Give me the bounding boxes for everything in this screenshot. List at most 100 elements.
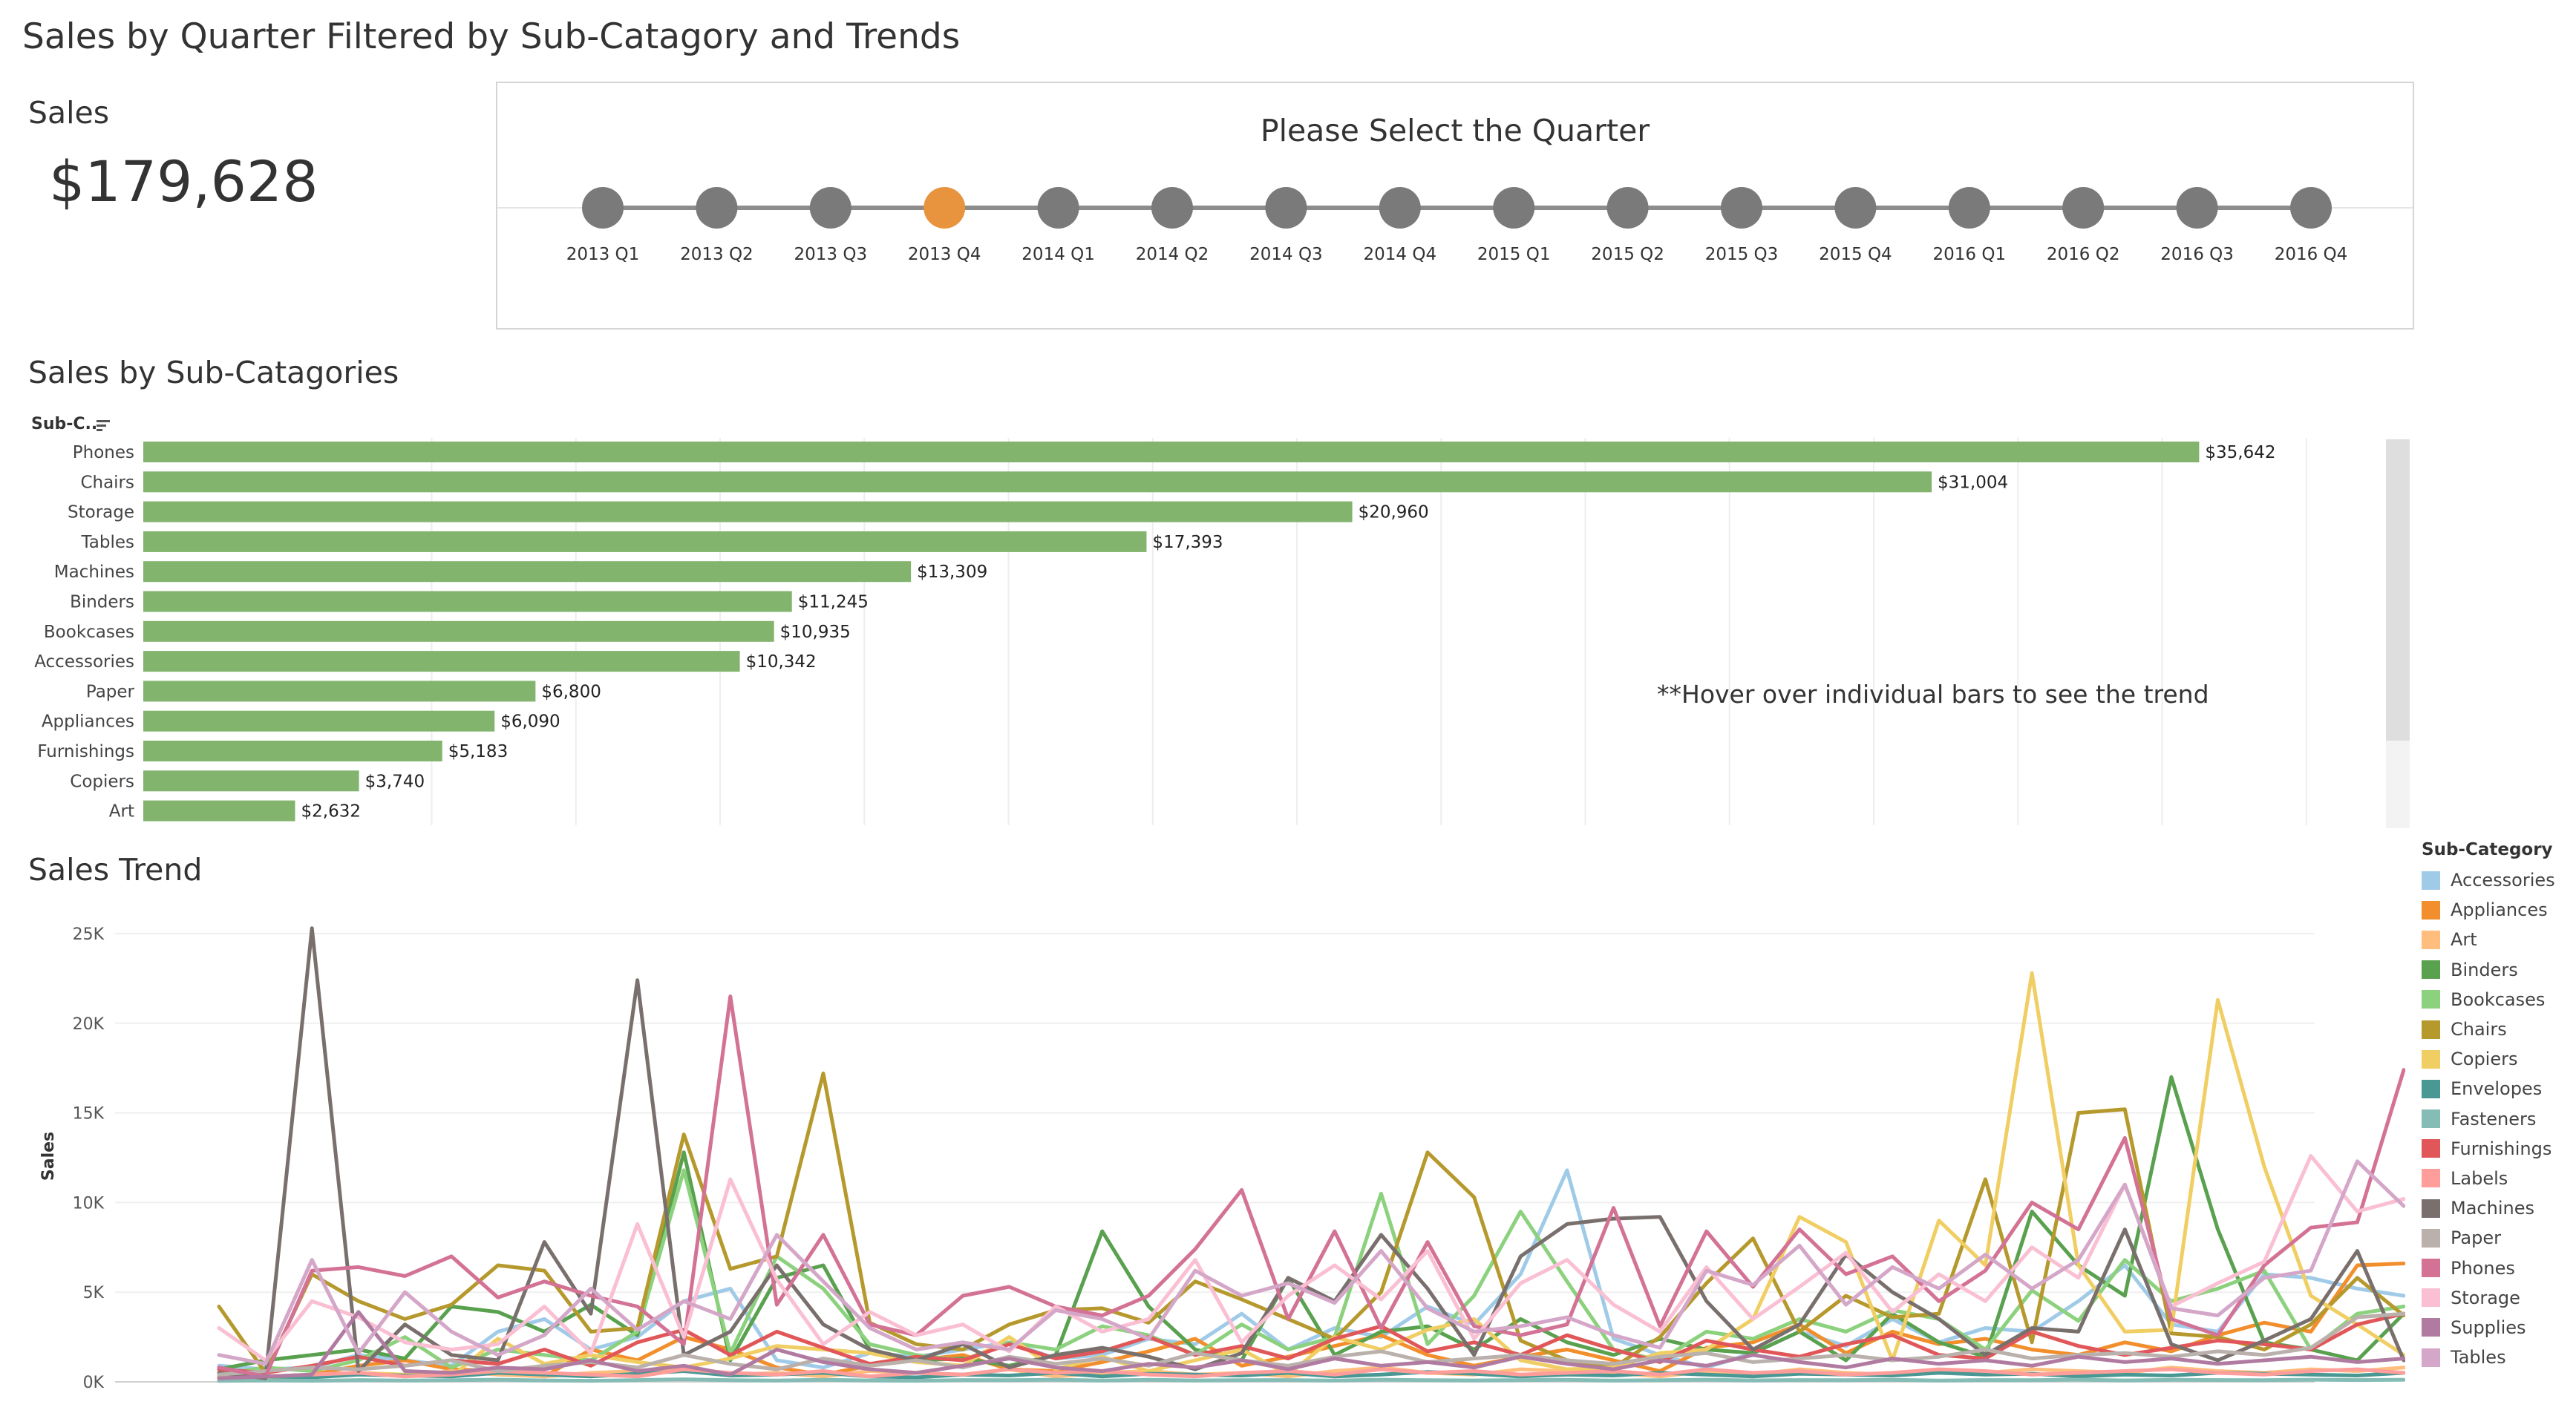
bar-art[interactable]	[143, 800, 295, 822]
legend-swatch	[2422, 871, 2440, 890]
legend-item-storage[interactable]: Storage	[2422, 1283, 2570, 1313]
quarter-label[interactable]: 2013 Q2	[680, 245, 753, 264]
quarter-label[interactable]: 2016 Q4	[2275, 245, 2348, 264]
legend-item-envelopes[interactable]: Envelopes	[2422, 1074, 2570, 1104]
sales-trend-line-chart: Sales 0K 5K 10K 15K 20K 25K	[39, 925, 2405, 1392]
quarter-dot[interactable]	[696, 187, 738, 229]
sort-icon[interactable]	[97, 420, 110, 431]
quarter-label[interactable]: 2015 Q3	[1705, 245, 1779, 264]
legend-label: Fasteners	[2451, 1108, 2537, 1130]
trend-line-accessories[interactable]	[217, 1168, 2405, 1371]
quarter-dot-selected[interactable]	[923, 187, 966, 229]
trend-line-copiers[interactable]	[217, 971, 2405, 1383]
legend-item-labels[interactable]: Labels	[2422, 1164, 2570, 1193]
quarter-label[interactable]: 2013 Q1	[566, 245, 640, 264]
quarter-slider[interactable]: 2013 Q1 2013 Q2 2013 Q3 2013 Q4 2014 Q1 2014 …	[497, 83, 2413, 328]
quarter-dot[interactable]	[2176, 187, 2218, 229]
quarter-label[interactable]: 2015 Q1	[1477, 245, 1551, 264]
legend-item-appliances[interactable]: Appliances	[2422, 895, 2570, 925]
legend-swatch	[2422, 1109, 2440, 1129]
bar-appliances[interactable]	[143, 710, 495, 732]
trend-line-chairs[interactable]	[217, 1071, 2405, 1375]
bar-chairs[interactable]	[143, 471, 1932, 493]
quarter-dot[interactable]	[582, 187, 624, 229]
quarter-dot[interactable]	[809, 187, 851, 229]
legend-item-chairs[interactable]: Chairs	[2422, 1014, 2570, 1044]
quarter-dot[interactable]	[1151, 187, 1193, 229]
legend-item-tables[interactable]: Tables	[2422, 1342, 2570, 1372]
quarter-dot[interactable]	[1606, 187, 1649, 229]
trend-line-storage[interactable]	[217, 1154, 2405, 1363]
quarter-label[interactable]: 2015 Q4	[1819, 245, 1892, 264]
quarter-label[interactable]: 2016 Q2	[2047, 245, 2120, 264]
legend-item-phones[interactable]: Phones	[2422, 1253, 2570, 1282]
bar-machines[interactable]	[143, 561, 912, 583]
legend-swatch	[2422, 930, 2440, 949]
quarter-label[interactable]: 2014 Q2	[1136, 245, 1209, 264]
quarter-dot[interactable]	[2290, 187, 2332, 229]
bar-scrollbar-thumb[interactable]	[2386, 439, 2410, 741]
quarter-dot[interactable]	[1721, 187, 1762, 229]
quarter-label[interactable]: 2013 Q4	[908, 245, 981, 264]
bar-storage[interactable]	[143, 501, 1353, 522]
legend-item-art[interactable]: Art	[2422, 925, 2570, 954]
quarter-dot[interactable]	[1948, 187, 1990, 229]
trend-line-binders[interactable]	[217, 1075, 2405, 1371]
quarter-label[interactable]: 2016 Q1	[1933, 245, 2007, 264]
trend-line-phones[interactable]	[217, 994, 2405, 1379]
quarter-dot[interactable]	[2062, 187, 2105, 229]
legend-label: Chairs	[2451, 1019, 2507, 1040]
legend-swatch	[2422, 1318, 2440, 1337]
legend-swatch	[2422, 900, 2440, 919]
quarter-dot[interactable]	[1037, 187, 1079, 229]
legend-item-machines[interactable]: Machines	[2422, 1193, 2570, 1223]
bar-bookcases[interactable]	[143, 620, 774, 642]
trend-y-tick-label: 0K	[83, 1374, 105, 1392]
bar-tables[interactable]	[143, 531, 1147, 552]
legend-item-bookcases[interactable]: Bookcases	[2422, 985, 2570, 1014]
sort-icon-bar	[97, 420, 110, 422]
quarter-label[interactable]: 2014 Q4	[1364, 245, 1437, 264]
trend-y-tick-label: 10K	[73, 1194, 105, 1213]
bar-value-label: $31,004	[1938, 473, 2008, 492]
bar-furnishings[interactable]	[143, 741, 442, 761]
bar-phones[interactable]	[143, 442, 2200, 462]
legend-item-binders[interactable]: Binders	[2422, 955, 2570, 985]
sales-kpi-value: $179,628	[49, 148, 318, 214]
legend-label: Binders	[2451, 959, 2518, 980]
legend-item-paper[interactable]: Paper	[2422, 1223, 2570, 1253]
legend-label: Supplies	[2451, 1317, 2526, 1338]
bar-copiers[interactable]	[143, 770, 359, 792]
quarter-dot[interactable]	[1265, 187, 1307, 229]
quarter-label[interactable]: 2015 Q2	[1591, 245, 1664, 264]
legend-label: Phones	[2451, 1257, 2515, 1279]
bar-binders[interactable]	[143, 591, 792, 612]
quarter-label[interactable]: 2014 Q3	[1249, 245, 1323, 264]
quarter-label[interactable]: 2014 Q1	[1021, 245, 1095, 264]
bar-category-label: Phones	[73, 443, 134, 462]
trend-y-tick-label: 15K	[73, 1105, 105, 1124]
quarter-dot[interactable]	[1493, 187, 1535, 229]
quarter-label[interactable]: 2013 Q3	[794, 245, 868, 264]
legend-label: Furnishings	[2451, 1138, 2552, 1159]
quarter-dot[interactable]	[1834, 187, 1877, 229]
legend-item-copiers[interactable]: Copiers	[2422, 1044, 2570, 1074]
quarter-label[interactable]: 2016 Q3	[2160, 245, 2234, 264]
bar-accessories[interactable]	[143, 651, 740, 672]
legend-item-accessories[interactable]: Accessories	[2422, 865, 2570, 895]
legend-item-fasteners[interactable]: Fasteners	[2422, 1104, 2570, 1134]
legend-label: Bookcases	[2451, 989, 2546, 1010]
trend-line-appliances[interactable]	[217, 1262, 2405, 1380]
trend-line-tables[interactable]	[217, 1159, 2405, 1366]
trend-line-machines[interactable]	[217, 926, 2405, 1380]
legend-item-supplies[interactable]: Supplies	[2422, 1313, 2570, 1342]
trend-line-fasteners[interactable]	[217, 1377, 2405, 1383]
bar-paper[interactable]	[143, 681, 536, 702]
trend-line-supplies[interactable]	[217, 1310, 2405, 1380]
quarter-dot[interactable]	[1379, 187, 1421, 229]
legend-item-furnishings[interactable]: Furnishings	[2422, 1134, 2570, 1164]
trend-line-labels[interactable]	[217, 1367, 2405, 1380]
legend-swatch	[2422, 1139, 2440, 1158]
trend-y-tick-label: 5K	[83, 1284, 105, 1302]
trend-y-tick-label: 25K	[73, 925, 105, 944]
